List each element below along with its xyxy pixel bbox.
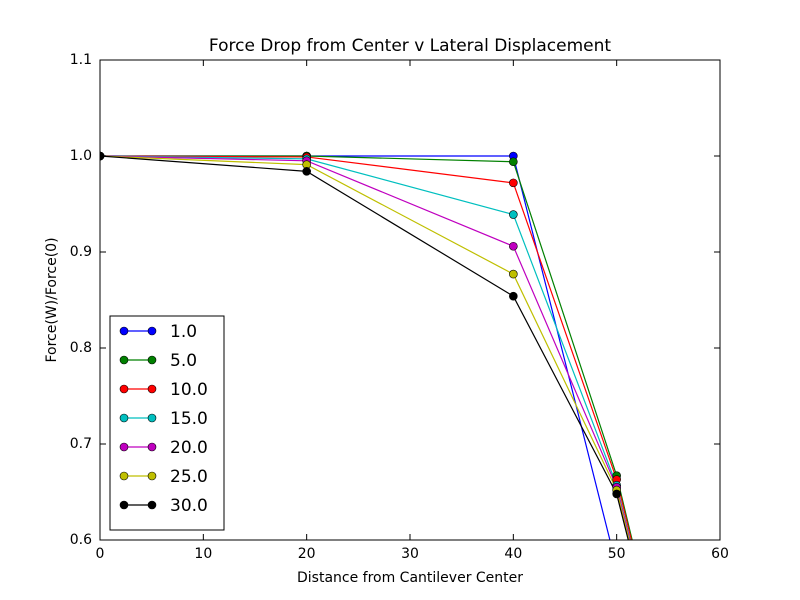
data-point bbox=[612, 489, 621, 499]
axes: 0 10 20 30 40 50 60 0.6 0.7 0.8 0.9 1.0 1.1 bbox=[70, 52, 729, 562]
x-tick-label: 10 bbox=[194, 546, 212, 562]
chart-title: Force Drop from Center v Lateral Displac… bbox=[209, 36, 611, 56]
x-tick-label: 50 bbox=[608, 546, 626, 562]
y-tick-label: 0.9 bbox=[70, 244, 92, 260]
data-point bbox=[509, 210, 518, 219]
legend: 1.0 5.0 10.0 15.0 20.0 25.0 30.0 bbox=[109, 315, 225, 531]
legend-marker bbox=[147, 471, 157, 481]
data-point bbox=[509, 291, 518, 301]
legend-marker bbox=[147, 355, 157, 365]
legend-label: 5.0 bbox=[170, 351, 197, 371]
legend-marker bbox=[119, 413, 129, 423]
data-point bbox=[509, 157, 518, 167]
y-tick-label: 1.1 bbox=[70, 52, 92, 68]
legend-label: 25.0 bbox=[170, 467, 208, 487]
legend-marker bbox=[119, 442, 129, 452]
x-tick-label: 60 bbox=[711, 546, 729, 562]
legend-box bbox=[109, 315, 225, 531]
legend-marker bbox=[119, 326, 129, 336]
y-tick-label: 0.7 bbox=[70, 436, 92, 452]
legend-marker bbox=[119, 471, 129, 481]
legend-marker bbox=[147, 442, 157, 452]
legend-marker bbox=[147, 500, 157, 510]
legend-label: 10.0 bbox=[170, 380, 208, 400]
legend-marker bbox=[147, 384, 157, 394]
plot-frame bbox=[99, 59, 721, 541]
y-tick-label: 1.0 bbox=[70, 148, 92, 164]
data-point bbox=[302, 167, 311, 176]
x-tick-label: 0 bbox=[96, 546, 105, 562]
y-tick-label: 0.8 bbox=[70, 340, 92, 356]
legend-marker bbox=[119, 500, 129, 510]
data-point bbox=[509, 241, 518, 251]
legend-marker bbox=[119, 384, 129, 394]
legend-label: 30.0 bbox=[170, 496, 208, 516]
data-point bbox=[509, 178, 518, 188]
x-axis-label: Distance from Cantilever Center bbox=[297, 570, 523, 586]
legend-label: 1.0 bbox=[170, 322, 197, 342]
x-tick-label: 20 bbox=[298, 546, 316, 562]
legend-marker bbox=[119, 355, 129, 365]
x-tick-label: 30 bbox=[401, 546, 419, 562]
legend-marker bbox=[147, 326, 157, 336]
legend-label: 15.0 bbox=[170, 409, 208, 429]
legend-marker bbox=[147, 413, 157, 423]
x-tick-label: 40 bbox=[504, 546, 522, 562]
legend-label: 20.0 bbox=[170, 438, 208, 458]
data-point bbox=[509, 269, 518, 279]
y-axis-label: Force(W)/Force(0) bbox=[44, 237, 60, 362]
y-tick-label: 0.6 bbox=[70, 532, 92, 548]
plot-area bbox=[100, 151, 633, 540]
